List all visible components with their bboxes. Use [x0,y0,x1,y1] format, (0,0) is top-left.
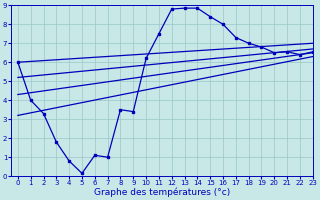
X-axis label: Graphe des températures (°c): Graphe des températures (°c) [94,188,230,197]
